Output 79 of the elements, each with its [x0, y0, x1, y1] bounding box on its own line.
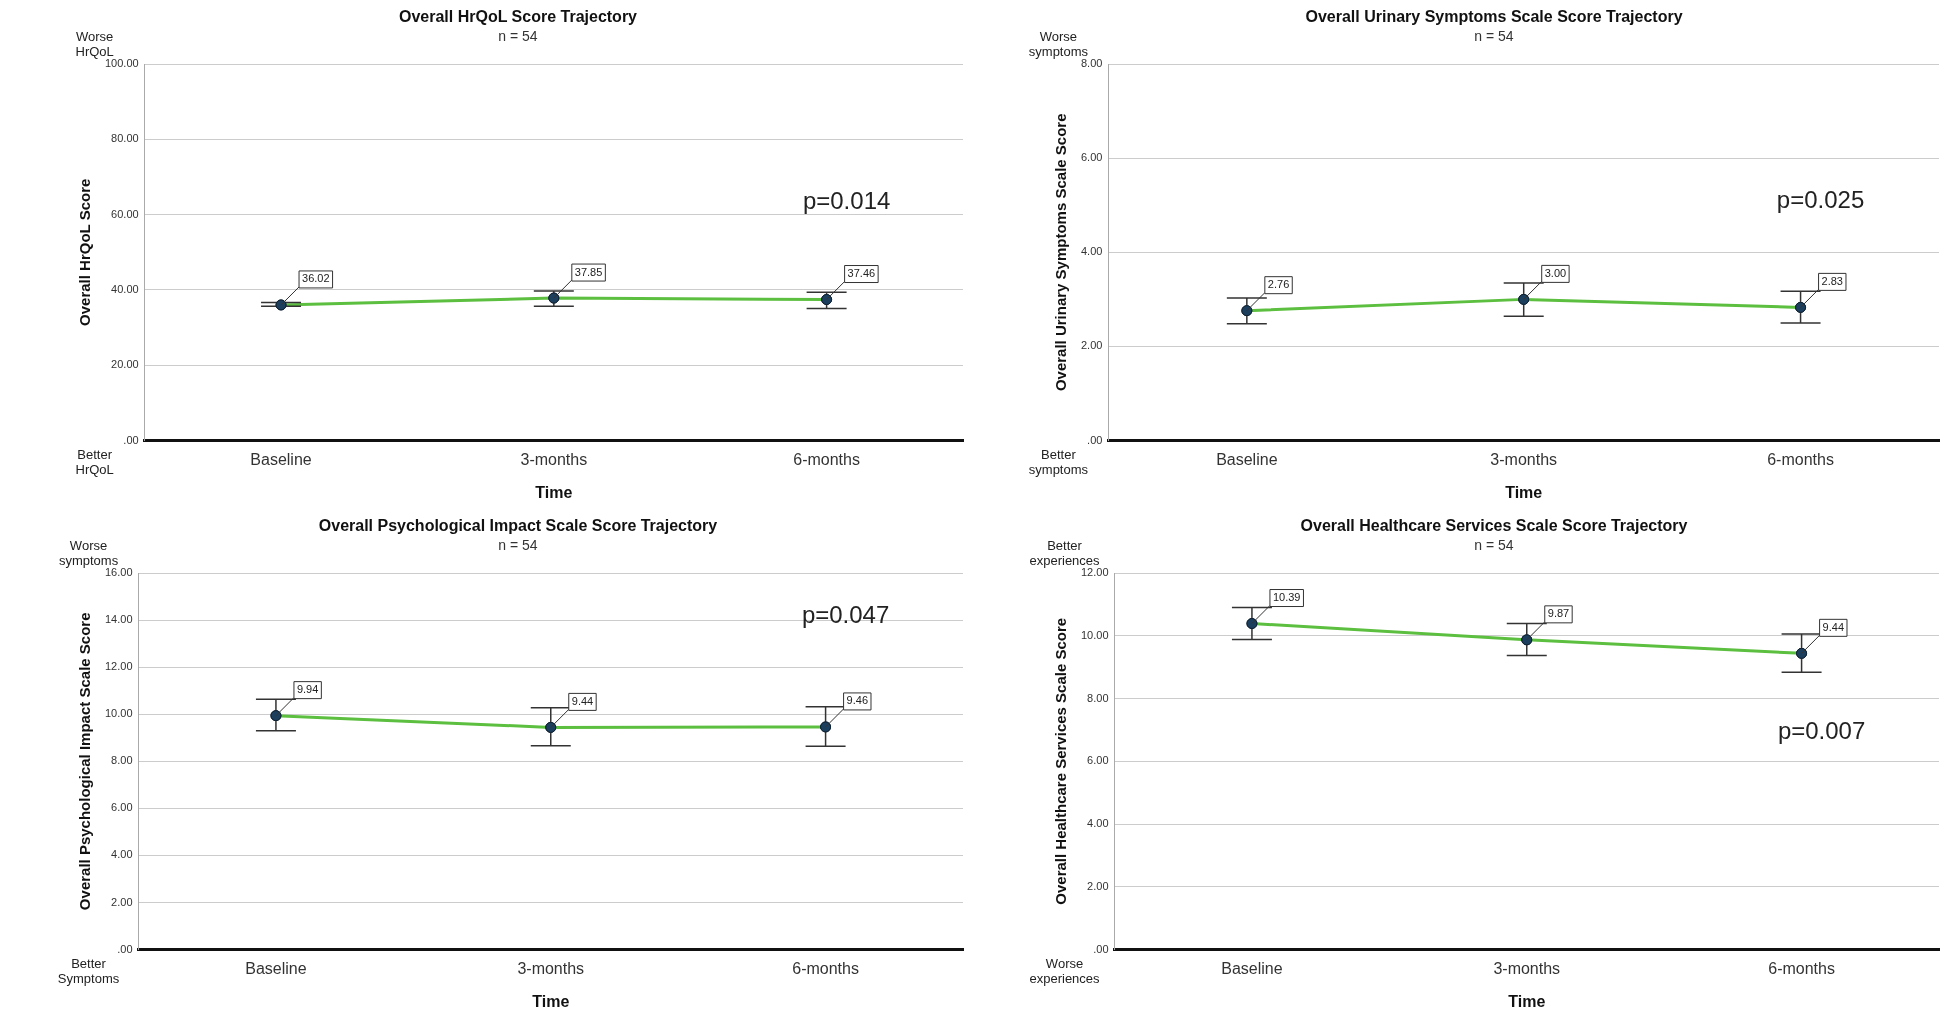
- x-tick-label: 6-months: [1768, 959, 1835, 977]
- y-tick-label: 4.00: [111, 848, 133, 861]
- y-tick-label: 8.00: [111, 754, 133, 767]
- y-tick-label: 40.00: [111, 282, 139, 295]
- y-tick-label: .00: [1087, 433, 1103, 446]
- y-tick-label: 2.00: [1080, 339, 1103, 352]
- y-tick-label: .00: [123, 433, 139, 446]
- text: Worse experiences: [1029, 955, 1101, 986]
- y-tick-label: .00: [1093, 942, 1109, 955]
- y-axis-title: Overall Urinary Symptoms Scale Score: [1052, 113, 1070, 392]
- x-tick-label: 3-months: [520, 450, 588, 468]
- annotation: p=0.007: [1777, 716, 1866, 744]
- data-label: 9.94: [296, 683, 319, 696]
- data-label: 9.44: [571, 694, 594, 707]
- x-tick-label: Baseline: [245, 959, 307, 977]
- y-axis-title: Overall HrQoL Score: [76, 178, 94, 326]
- x-tick-label: 3-months: [1493, 959, 1561, 977]
- data-label: 10.39: [1272, 591, 1301, 604]
- y-axis-title: Overall Psychological Impact Scale Score: [76, 612, 94, 911]
- data-label: 9.44: [1822, 620, 1845, 633]
- y-tick-label: 6.00: [111, 801, 133, 814]
- data-label: 2.76: [1267, 278, 1290, 291]
- y-tick-label: 20.00: [111, 358, 139, 371]
- x-axis-title: Time: [532, 992, 570, 1010]
- x-tick-label: 3-months: [1490, 450, 1558, 468]
- y-tick-label: 2.00: [111, 895, 133, 908]
- text: Better experiences: [1029, 538, 1101, 569]
- y-tick-label: 6.00: [1080, 151, 1103, 164]
- y-tick-label: 12.00: [105, 660, 133, 673]
- x-tick-label: Baseline: [250, 450, 312, 468]
- y-tick-label: 100.00: [104, 57, 139, 70]
- x-axis-title: Time: [1508, 992, 1546, 1010]
- text: Worse HrQoL: [75, 29, 114, 60]
- text: Better HrQoL: [75, 446, 114, 477]
- data-label: 2.83: [1821, 274, 1843, 287]
- chart-subtitle: n = 54: [1474, 537, 1514, 554]
- y-tick-label: 4.00: [1080, 245, 1103, 258]
- x-tick-label: 6-months: [793, 450, 860, 468]
- annotation: p=0.014: [802, 186, 891, 214]
- text: Better Symptoms: [57, 955, 120, 986]
- annotation: p=0.047: [801, 601, 890, 629]
- data-label: 9.46: [846, 694, 869, 707]
- y-tick-label: 8.00: [1080, 57, 1103, 70]
- y-tick-label: 16.00: [105, 566, 133, 579]
- data-label: 37.46: [847, 267, 876, 280]
- data-label: 36.02: [302, 272, 330, 285]
- text: Worse symptoms: [1028, 29, 1089, 60]
- y-tick-label: 10.00: [1081, 628, 1109, 641]
- x-axis-title: Time: [535, 483, 573, 501]
- data-label: 37.85: [574, 265, 603, 278]
- x-tick-label: 6-months: [792, 959, 859, 977]
- data-label: 9.87: [1547, 607, 1570, 620]
- y-tick-label: 10.00: [105, 707, 133, 720]
- x-tick-label: 6-months: [1767, 450, 1834, 468]
- y-axis-title: Overall Healthcare Services Scale Score: [1052, 617, 1070, 905]
- x-tick-label: Baseline: [1216, 450, 1278, 468]
- chart-title: Overall Psychological Impact Scale Score Trajectory: [318, 517, 718, 535]
- annotation: p=0.025: [1776, 186, 1865, 213]
- data-label: 3.00: [1544, 266, 1567, 279]
- y-tick-label: .00: [117, 942, 133, 955]
- y-tick-label: 12.00: [1081, 566, 1109, 579]
- text: Worse symptoms: [58, 538, 119, 569]
- chart-title: Overall Healthcare Services Scale Score Trajectory: [1300, 517, 1688, 535]
- y-tick-label: 2.00: [1087, 879, 1109, 892]
- y-tick-label: 8.00: [1087, 691, 1109, 704]
- text: Better symptoms: [1028, 446, 1089, 477]
- y-tick-label: 80.00: [111, 132, 139, 145]
- chart-subtitle: n = 54: [498, 537, 538, 554]
- chart-subtitle: n = 54: [498, 28, 538, 45]
- chart-title: Overall HrQoL Score Trajectory: [398, 8, 638, 26]
- y-tick-label: 14.00: [105, 613, 133, 626]
- x-tick-label: 3-months: [517, 959, 585, 977]
- x-tick-label: Baseline: [1221, 959, 1283, 977]
- y-tick-label: 6.00: [1087, 754, 1109, 767]
- chart-title: Overall Urinary Symptoms Scale Score Trajectory: [1305, 8, 1683, 26]
- y-tick-label: 60.00: [111, 207, 139, 220]
- x-axis-title: Time: [1505, 483, 1543, 501]
- y-tick-label: 4.00: [1087, 817, 1109, 830]
- chart-subtitle: n = 54: [1474, 28, 1514, 45]
